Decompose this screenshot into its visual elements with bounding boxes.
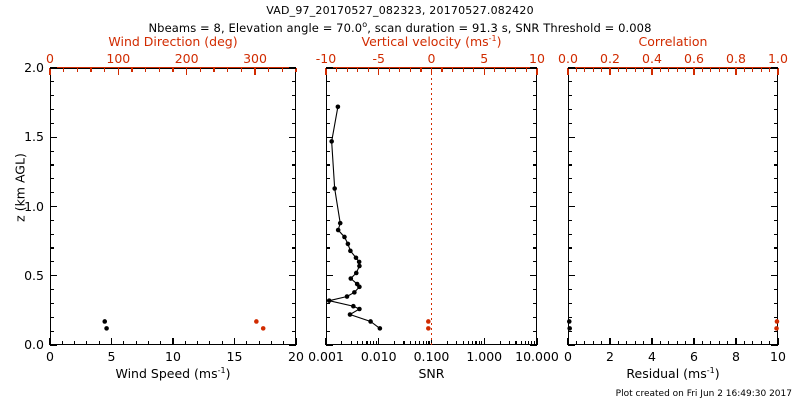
page-title: VAD_97_20170527_082323, 20170527.082420 [266,4,534,17]
x-tick-label: 15 [226,349,243,364]
x-tick-label: 20 [288,349,304,364]
top-axis-line [326,66,537,68]
subtitle-pre: Nbeams = 8, Elevation angle = 70.0 [148,20,363,35]
x-tick-label: 8 [732,349,740,364]
y-tick-label: 2.0 [24,60,44,75]
top-axis-line [50,66,296,68]
top-axis-tick-label: 0 [427,51,436,66]
plot-credit: Plot created on Fri Jun 2 16:49:30 2017 [615,389,792,399]
top-axis-tick-label: 0.0 [558,51,578,66]
x-tick-label: 0 [564,349,572,364]
panel-residual-plot-area [569,69,777,344]
snr-threshold-line [430,68,433,345]
panel-2-top-axis-label: Vertical velocity (ms-1) [361,34,502,50]
panel-wind-speed-plot-area [51,69,295,344]
y-tick-label: 1.0 [24,198,44,214]
panel-3-top-axis-label: Correlation [638,34,708,49]
x-tick-label: 10.000 [515,349,559,364]
panel-3-x-axis-label: Residual (ms-1) [626,366,720,382]
x-tick-label: 5 [107,349,116,364]
y-axis-label: z (km AGL) [12,153,28,222]
top-axis-line [568,66,778,68]
x-tick-label: 0.001 [308,349,344,364]
y-tick-label: 0.5 [24,267,44,283]
superscript: -1 [488,34,497,43]
x-tick-label: 1.000 [466,349,503,364]
x-tick-label: 2 [606,349,614,364]
page-subtitle: Nbeams = 8, Elevation angle = 70.0o, sca… [0,20,800,35]
x-tick-label: 10 [165,349,181,364]
top-axis-tick-label: 10 [529,51,545,66]
y-tick-label: 1.5 [24,129,44,145]
x-tick-label: 4 [648,349,656,364]
x-tick-label: 6 [690,349,698,364]
top-axis-tick-label: 5 [480,51,489,66]
x-tick-label: 0.100 [413,349,450,364]
panel-1-top-axis-label: Wind Direction (deg) [108,34,238,49]
top-axis-tick-label: 300 [243,51,267,66]
panel-2-x-axis-label: SNR [418,366,445,381]
top-axis-tick-label: 0.8 [726,51,746,66]
top-axis-tick-label: 1.0 [768,51,788,66]
top-axis-tick-label: 0.6 [684,51,704,66]
top-axis-tick-label: 100 [106,51,131,66]
top-axis-tick-label: -10 [315,51,337,66]
y-tick-label: 0.0 [24,337,44,352]
top-axis-tick-label: 0.4 [642,51,662,66]
x-tick-label: 0 [46,349,54,364]
top-axis-tick-label: 0 [46,51,54,66]
top-axis-tick-label: -5 [372,51,385,66]
x-tick-label: 10 [770,349,786,364]
panel-residual [568,68,778,345]
superscript: -1 [706,366,715,375]
x-tick-label: 0.010 [360,349,397,364]
subtitle-post: , scan duration = 91.3 s, SNR Threshold … [367,20,652,35]
degree-symbol: o [362,20,368,29]
superscript: -1 [217,366,226,375]
top-axis-tick-label: 0.2 [600,51,620,66]
top-axis-tick-label: 200 [174,51,199,66]
panel-wind-speed [50,68,296,345]
panel-1-x-axis-label: Wind Speed (ms-1) [115,366,231,382]
